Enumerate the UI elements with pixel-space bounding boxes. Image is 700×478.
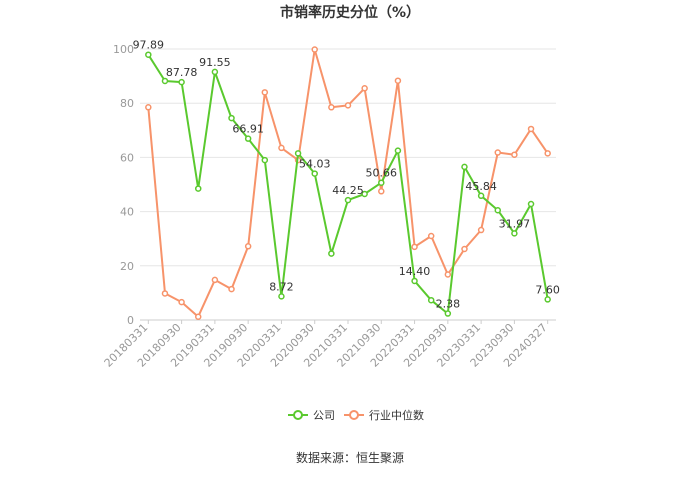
- series-0-point: [427, 296, 435, 304]
- legend-swatch-marker: [349, 410, 359, 420]
- series-0-point: [311, 170, 318, 177]
- series-0-point: [244, 135, 252, 142]
- data-label: 97.89: [133, 39, 165, 52]
- data-label: 2.38: [436, 298, 461, 311]
- legend-item[interactable]: 行业中位数: [344, 408, 424, 422]
- series-1-point: [211, 276, 219, 284]
- data-label: 31.97: [499, 217, 531, 230]
- data-label: 8.72: [269, 280, 294, 293]
- legend-label: 公司: [313, 409, 335, 422]
- data-label: 66.91: [232, 123, 264, 136]
- series-1-point: [477, 226, 485, 234]
- y-tick-label: 0: [127, 314, 134, 327]
- series-layer: [145, 46, 551, 320]
- y-tick-label: 60: [120, 151, 134, 164]
- series-1-point: [427, 232, 435, 240]
- y-tick-label: 40: [120, 206, 134, 219]
- series-1-point: [411, 243, 418, 251]
- series-0-point: [178, 78, 185, 86]
- data-label: 14.40: [399, 265, 431, 278]
- series-1-point: [344, 102, 352, 109]
- series-1-point: [544, 150, 551, 157]
- legend-swatch-marker: [293, 410, 303, 420]
- y-axis: 0 20 40 60 80 100: [113, 43, 134, 327]
- series-0-point: [511, 230, 518, 237]
- series-1-point: [394, 77, 402, 84]
- series-1-point: [444, 271, 452, 278]
- series-0-point: [261, 156, 269, 164]
- series-1-point: [228, 285, 235, 293]
- series-1-point: [194, 313, 202, 320]
- y-tick-label: 80: [120, 97, 134, 110]
- data-label: 54.03: [299, 158, 331, 171]
- series-1-point: [261, 89, 269, 96]
- series-0-point: [328, 250, 335, 257]
- series-1-point: [311, 46, 318, 53]
- series-1-point: [378, 188, 385, 195]
- series-0-point: [494, 206, 502, 214]
- series-0-point: [527, 200, 535, 208]
- series-0-point: [228, 114, 235, 122]
- series-0-point: [145, 51, 152, 58]
- series-0-point: [544, 296, 551, 303]
- x-axis: 2018033120180930201903312019093020200331…: [102, 319, 556, 370]
- series-1-point: [361, 85, 368, 92]
- series-0-point: [477, 192, 485, 200]
- series-1-point: [494, 149, 502, 156]
- series-1-point: [527, 125, 535, 133]
- series-0-point: [294, 150, 302, 157]
- series-1-point: [461, 245, 468, 253]
- series-0-point: [211, 68, 219, 76]
- series-0-point: [461, 163, 468, 171]
- series-1-point: [244, 243, 252, 250]
- series-1-point: [161, 290, 169, 297]
- series-1-point: [178, 298, 185, 306]
- series-1-point: [145, 104, 152, 111]
- y-tick-label: 20: [120, 260, 134, 273]
- series-0-point: [394, 147, 402, 154]
- data-label: 7.60: [535, 283, 560, 296]
- series-0-point: [361, 190, 368, 198]
- series-0-point: [444, 310, 452, 317]
- data-label: 44.25: [332, 184, 364, 197]
- series-0-point: [411, 277, 418, 285]
- series-0-point: [194, 185, 202, 192]
- series-0-point: [278, 293, 285, 300]
- series-1-point: [278, 144, 285, 152]
- data-label: 87.78: [166, 66, 198, 79]
- series-0-point: [161, 77, 169, 85]
- y-tick-label: 100: [113, 43, 134, 56]
- series-1-point: [511, 151, 518, 158]
- data-label: 91.55: [199, 56, 231, 69]
- series-0-point: [378, 179, 385, 186]
- legend[interactable]: 公司 行业中位数: [288, 408, 424, 422]
- series-1-point: [328, 104, 335, 111]
- legend-label: 行业中位数: [369, 408, 424, 422]
- legend-item[interactable]: 公司: [288, 409, 335, 422]
- data-label: 45.84: [465, 180, 497, 193]
- source-text: 数据来源：恒生聚源: [296, 450, 404, 465]
- chart-title: 市销率历史分位（%）: [280, 4, 420, 21]
- series-0-point: [344, 196, 352, 204]
- data-label: 50.66: [366, 167, 398, 180]
